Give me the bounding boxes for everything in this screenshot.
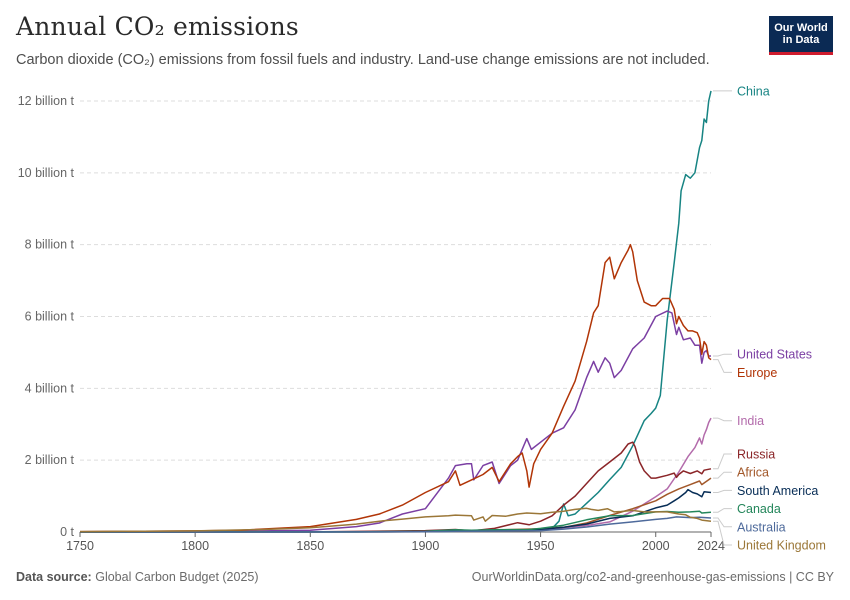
- series-lines: [79, 90, 712, 533]
- x-tick-label: 1850: [296, 539, 324, 553]
- y-tick-label: 12 billion t: [18, 94, 75, 108]
- chart-subtitle: Carbon dioxide (CO₂) emissions from foss…: [16, 52, 710, 68]
- data-source-label: Data source:: [16, 570, 92, 584]
- label-connector: [713, 520, 732, 546]
- y-tick-label: 0 t: [60, 525, 74, 539]
- owid-logo[interactable]: Our World in Data: [769, 16, 833, 55]
- series-line: [79, 507, 712, 533]
- series-label: Russia: [737, 448, 775, 462]
- series-label: Europe: [737, 366, 777, 380]
- series-label: Australia: [737, 520, 786, 534]
- series-line: [79, 516, 712, 533]
- x-tick-label: 1750: [66, 539, 94, 553]
- series-line: [79, 510, 712, 533]
- label-connector: [713, 517, 732, 528]
- logo-line-2: in Data: [782, 34, 820, 46]
- x-tick-label: 1800: [181, 539, 209, 553]
- series-line: [80, 90, 712, 533]
- x-tick-label: 1900: [412, 539, 440, 553]
- chart-title: Annual CO₂ emissions: [16, 12, 299, 41]
- series-label: South America: [737, 484, 818, 498]
- series-label: United Kingdom: [737, 539, 826, 553]
- x-tick-label: 2024: [697, 539, 725, 553]
- series-line: [79, 417, 712, 533]
- series-line: [79, 441, 712, 533]
- y-tick-label: 2 billion t: [25, 453, 75, 467]
- series-label: United States: [737, 348, 812, 362]
- label-connector: [713, 359, 732, 373]
- y-tick-label: 10 billion t: [18, 166, 75, 180]
- data-source: Data source: Global Carbon Budget (2025): [16, 570, 259, 584]
- label-connector: [713, 353, 732, 357]
- series-line: [79, 488, 712, 533]
- series-label: China: [737, 84, 770, 98]
- series-label: Canada: [737, 502, 781, 516]
- label-connector: [713, 489, 732, 493]
- logo-line-1: Our World: [774, 22, 828, 34]
- x-tick-label: 1950: [527, 539, 555, 553]
- y-tick-label: 6 billion t: [25, 310, 75, 324]
- label-connector: [713, 453, 732, 470]
- y-tick-label: 4 billion t: [25, 381, 75, 395]
- label-connector: [713, 508, 732, 513]
- source-url-link[interactable]: OurWorldinData.org/co2-and-greenhouse-ga…: [471, 570, 834, 584]
- y-tick-label: 8 billion t: [25, 238, 75, 252]
- data-source-text: Global Carbon Budget (2025): [95, 570, 259, 584]
- series-label: Africa: [737, 466, 769, 480]
- label-connector: [713, 417, 732, 422]
- series-line: [79, 310, 711, 533]
- series-label: India: [737, 414, 764, 428]
- label-connector: [713, 471, 732, 479]
- x-tick-label: 2000: [642, 539, 670, 553]
- series-line: [79, 243, 712, 533]
